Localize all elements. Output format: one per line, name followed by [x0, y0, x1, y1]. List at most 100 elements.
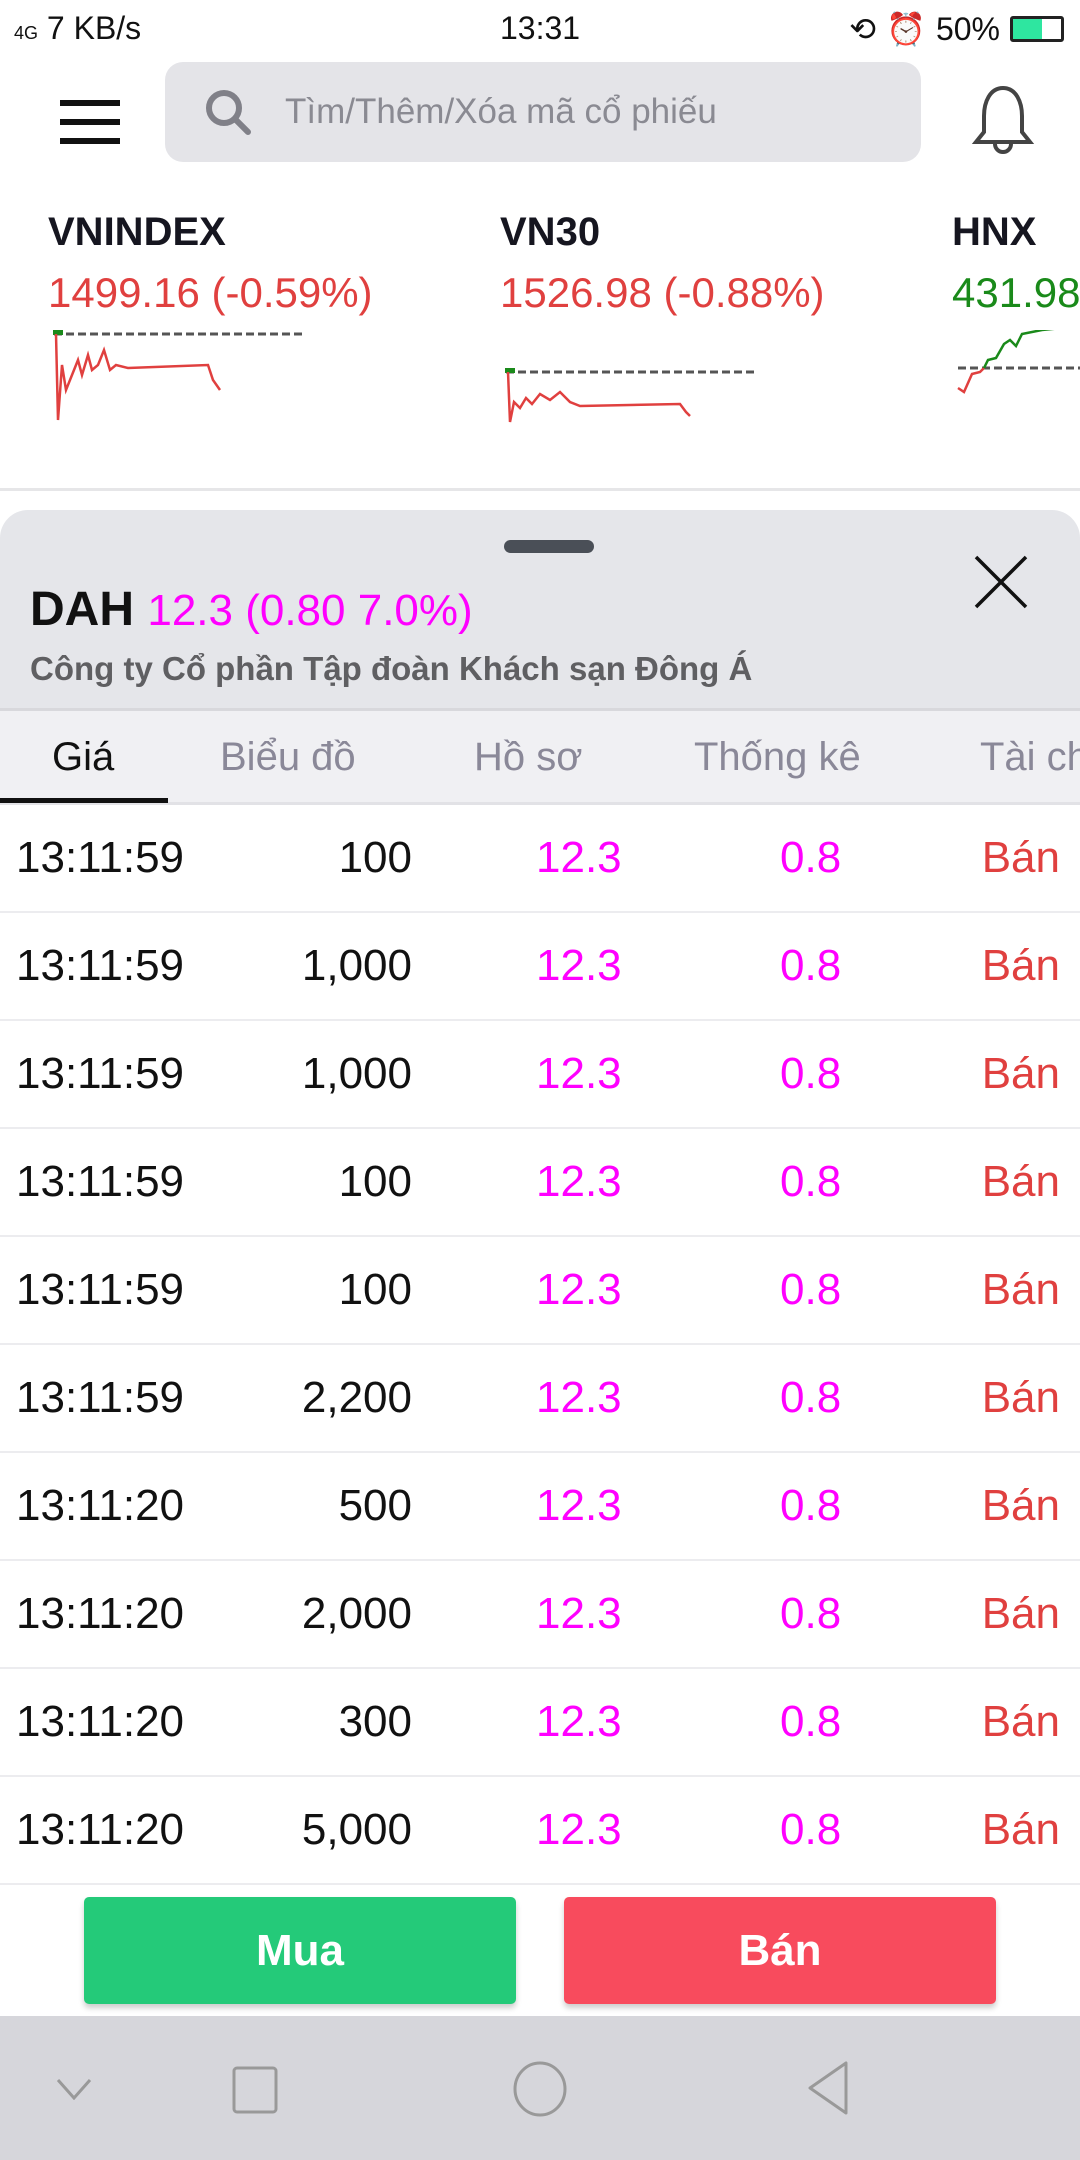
- trade-side: Bán: [981, 1697, 1060, 1746]
- menu-icon[interactable]: [60, 100, 120, 144]
- index-value: 431.98: [952, 269, 1080, 316]
- network-speed: 4G 7 KB/s: [14, 10, 141, 47]
- tab-tai-chinh[interactable]: Tài ch: [980, 735, 1080, 779]
- trade-volume: 2,000: [301, 1589, 412, 1638]
- trade-change: 0.8: [780, 1481, 842, 1530]
- index-name: VN30: [500, 210, 601, 254]
- trade-time: 13:11:59: [16, 1373, 185, 1422]
- trade-price: 12.3: [536, 833, 622, 882]
- trade-side: Bán: [981, 1265, 1060, 1314]
- trade-row: 13:11:59 1,000 12.3 0.8 Bán: [0, 1021, 1080, 1129]
- trade-side: Bán: [981, 1481, 1060, 1530]
- trade-change: 0.8: [780, 1265, 842, 1314]
- active-tab-indicator: [0, 798, 168, 803]
- trade-price: 12.3: [536, 1157, 622, 1206]
- trade-time: 13:11:20: [16, 1805, 185, 1854]
- company-name: Công ty Cổ phần Tập đoàn Khách sạn Đông …: [30, 650, 753, 687]
- index-value: 1526.98 (-0.88%): [500, 269, 825, 316]
- status-bar: 4G 7 KB/s 13:31 ⟲ ⏰ 50%: [0, 0, 1080, 56]
- trade-side: Bán: [981, 1049, 1060, 1098]
- trade-list[interactable]: 13:11:59 100 12.3 0.8 Bán 13:11:59 1,000 12.3 0.…: [0, 805, 1080, 1885]
- tab-gia[interactable]: Giá: [52, 735, 115, 779]
- trade-time: 13:11:59: [16, 833, 185, 882]
- index-name: VNINDEX: [48, 210, 226, 254]
- home-icon[interactable]: [512, 2060, 568, 2118]
- index-card-vnindex[interactable]: VNINDEX 1499.16 (-0.59%): [48, 210, 373, 421]
- trade-time: 13:11:20: [16, 1589, 185, 1638]
- speed-text: 7 KB/s: [46, 10, 142, 46]
- drag-handle[interactable]: [504, 540, 594, 553]
- battery-percent: 50%: [935, 10, 1000, 47]
- trade-row: 13:11:20 5,000 12.3 0.8 Bán: [0, 1777, 1080, 1885]
- trade-price: 12.3: [536, 1589, 622, 1638]
- trade-volume: 100: [338, 1265, 412, 1314]
- trade-row: 13:11:20 2,000 12.3 0.8 Bán: [0, 1561, 1080, 1669]
- trade-time: 13:11:59: [16, 941, 185, 990]
- trade-volume: 1,000: [301, 941, 412, 990]
- trade-side: Bán: [981, 941, 1060, 990]
- trade-price: 12.3: [536, 1697, 622, 1746]
- trade-volume: 300: [338, 1697, 412, 1746]
- clock: 13:31: [500, 10, 581, 46]
- trade-row: 13:11:20 500 12.3 0.8 Bán: [0, 1453, 1080, 1561]
- trade-price: 12.3: [536, 1805, 622, 1854]
- status-right: ⟲ ⏰ 50%: [849, 10, 1064, 48]
- chevron-down-icon[interactable]: [56, 2078, 92, 2100]
- trade-row: 13:11:20 300 12.3 0.8 Bán: [0, 1669, 1080, 1777]
- search-input[interactable]: [285, 62, 885, 162]
- trade-side: Bán: [981, 1373, 1060, 1422]
- tab-ho-so[interactable]: Hồ sơ: [474, 735, 583, 779]
- back-icon[interactable]: [806, 2060, 850, 2116]
- stock-price-change: 12.3 (0.80 7.0%): [147, 586, 473, 635]
- trade-volume: 2,200: [301, 1373, 412, 1422]
- trade-time: 13:11:59: [16, 1049, 185, 1098]
- index-card-vn30[interactable]: VN30 1526.98 (-0.88%): [500, 210, 825, 423]
- trade-row: 13:11:59 100 12.3 0.8 Bán: [0, 1237, 1080, 1345]
- index-sparkline: [53, 330, 303, 421]
- close-icon[interactable]: [972, 553, 1030, 611]
- trade-volume: 500: [338, 1481, 412, 1530]
- system-nav-bar: [0, 2016, 1080, 2160]
- divider: [0, 488, 1080, 491]
- index-sparkline: [957, 330, 1080, 394]
- index-name: HNX: [952, 210, 1037, 254]
- trade-change: 0.8: [780, 1589, 842, 1638]
- index-card-hnx[interactable]: HNX 431.98: [952, 210, 1080, 394]
- battery-icon: [1010, 16, 1064, 42]
- trade-change: 0.8: [780, 833, 842, 882]
- trade-row: 13:11:59 2,200 12.3 0.8 Bán: [0, 1345, 1080, 1453]
- index-value: 1499.16 (-0.59%): [48, 269, 373, 316]
- search-icon: [206, 90, 251, 135]
- trade-change: 0.8: [780, 1157, 842, 1206]
- trade-change: 0.8: [780, 1049, 842, 1098]
- search-bar[interactable]: [165, 62, 921, 162]
- index-sparkline: [505, 368, 755, 423]
- recent-apps-icon[interactable]: [232, 2066, 278, 2114]
- trade-change: 0.8: [780, 1805, 842, 1854]
- trade-side: Bán: [981, 1589, 1060, 1638]
- trade-time: 13:11:59: [16, 1157, 185, 1206]
- stock-symbol: DAH: [30, 583, 134, 636]
- trade-volume: 100: [338, 1157, 412, 1206]
- trade-row: 13:11:59 100 12.3 0.8 Bán: [0, 1129, 1080, 1237]
- trade-side: Bán: [981, 1805, 1060, 1854]
- trade-volume: 1,000: [301, 1049, 412, 1098]
- trade-time: 13:11:20: [16, 1697, 185, 1746]
- trade-side: Bán: [981, 833, 1060, 882]
- trade-row: 13:11:59 100 12.3 0.8 Bán: [0, 805, 1080, 913]
- trade-time: 13:11:20: [16, 1481, 185, 1530]
- tab-thong-ke[interactable]: Thống kê: [694, 735, 861, 779]
- tab-bieu-do[interactable]: Biểu đồ: [220, 735, 356, 779]
- trade-volume: 5,000: [301, 1805, 412, 1854]
- trade-price: 12.3: [536, 1049, 622, 1098]
- sell-button[interactable]: Bán: [564, 1897, 996, 2004]
- alarm-icon: ⏰: [886, 11, 926, 47]
- rotation-lock-icon: ⟲: [849, 11, 877, 47]
- trade-time: 13:11:59: [16, 1265, 185, 1314]
- trade-side: Bán: [981, 1157, 1060, 1206]
- trade-price: 12.3: [536, 941, 622, 990]
- bell-icon[interactable]: [968, 84, 1038, 160]
- trade-volume: 100: [338, 833, 412, 882]
- buy-button[interactable]: Mua: [84, 1897, 516, 2004]
- tab-bar: Giá Biểu đồ Hồ sơ Thống kê Tài ch: [0, 708, 1080, 805]
